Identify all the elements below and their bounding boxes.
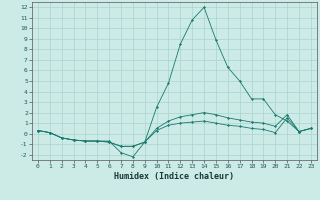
X-axis label: Humidex (Indice chaleur): Humidex (Indice chaleur) — [115, 172, 234, 181]
